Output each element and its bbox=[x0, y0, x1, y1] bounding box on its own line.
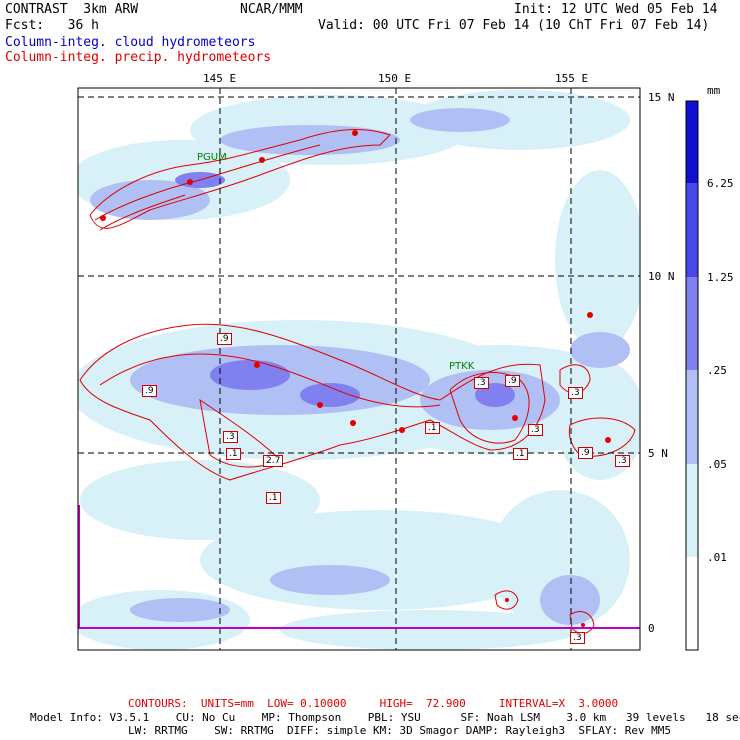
lon-label-155: 155 E bbox=[555, 72, 589, 85]
colorbar-label: 6.25 bbox=[707, 177, 734, 190]
org-label: NCAR/MMM bbox=[240, 2, 303, 17]
contours-info: CONTOURS: UNITS=mm LOW= 0.10000 HIGH= 72… bbox=[128, 697, 619, 710]
contour-label: .9 bbox=[142, 385, 157, 397]
lat-label-10n: 10 N bbox=[648, 270, 675, 283]
forecast-hour: Fcst: 36 h bbox=[5, 18, 99, 33]
colorbar-label: 1.25 bbox=[707, 271, 734, 284]
station-pgum: PGUM bbox=[197, 152, 227, 163]
lon-label-150: 150 E bbox=[378, 72, 412, 85]
model-info-2: LW: RRTMG SW: RRTMG DIFF: simple KM: 3D … bbox=[128, 724, 672, 737]
valid-time: Valid: 00 UTC Fri 07 Feb 14 (10 ChT Fri … bbox=[318, 18, 710, 33]
contour-label: .3 bbox=[568, 387, 583, 399]
contour-label: .3 bbox=[615, 455, 630, 467]
map-frame bbox=[77, 87, 641, 651]
lat-label-15n: 15 N bbox=[648, 91, 675, 104]
model-title: CONTRAST 3km ARW bbox=[5, 2, 139, 17]
lat-label-5n: 5 N bbox=[648, 447, 668, 460]
contour-label: .3 bbox=[528, 424, 543, 436]
contour-label: .1 bbox=[425, 422, 440, 434]
legend-cloud: Column-integ. cloud hydrometeors bbox=[5, 35, 256, 50]
contour-label: 2.7 bbox=[263, 455, 284, 467]
contour-label: .3 bbox=[223, 431, 238, 443]
contour-label: .9 bbox=[505, 375, 520, 387]
colorbar-label: .25 bbox=[707, 364, 727, 377]
colorbar bbox=[685, 100, 699, 651]
station-ptkk: PTKK bbox=[449, 361, 475, 372]
colorbar-unit: mm bbox=[707, 84, 721, 97]
contour-label: .9 bbox=[217, 333, 232, 345]
contour-label: .1 bbox=[226, 448, 241, 460]
colorbar-label: .05 bbox=[707, 458, 727, 471]
lon-label-145: 145 E bbox=[203, 72, 237, 85]
model-info-1: Model Info: V3.5.1 CU: No Cu MP: Thompso… bbox=[30, 711, 740, 724]
init-time: Init: 12 UTC Wed 05 Feb 14 bbox=[514, 2, 718, 17]
legend-precip: Column-integ. precip. hydrometeors bbox=[5, 50, 272, 65]
contour-label: .1 bbox=[513, 448, 528, 460]
contour-label: .3 bbox=[474, 377, 489, 389]
contour-label: .9 bbox=[578, 447, 593, 459]
contour-label: .3 bbox=[570, 632, 585, 644]
lat-label-0: 0 bbox=[648, 622, 655, 635]
contour-label: .1 bbox=[266, 492, 281, 504]
colorbar-label: .01 bbox=[707, 551, 727, 564]
cloud-field bbox=[78, 88, 640, 650]
